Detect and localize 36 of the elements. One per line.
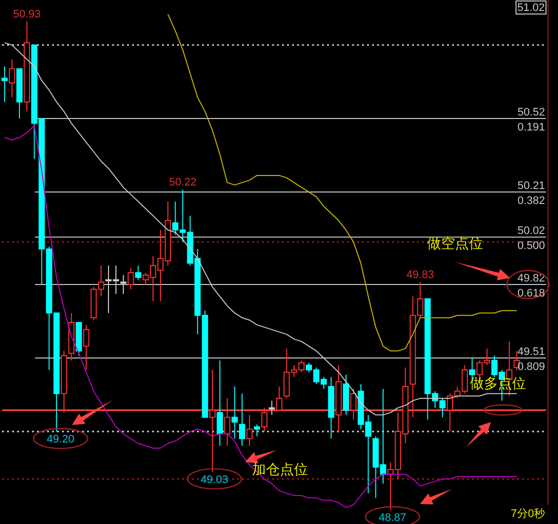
annotation: 48.87 bbox=[378, 512, 406, 524]
candlestick bbox=[2, 66, 8, 102]
candlestick bbox=[209, 369, 216, 472]
annotation: 49.03 bbox=[200, 474, 228, 486]
ref-line-label: 50.52 bbox=[517, 106, 545, 119]
ref-line-label: 49.51 bbox=[517, 346, 545, 358]
candlestick bbox=[8, 58, 16, 98]
ref-line-label: 49.82 bbox=[517, 272, 545, 285]
candlestick bbox=[350, 388, 357, 420]
annotation: 50.22 bbox=[168, 176, 196, 189]
annotation: 0.382 bbox=[517, 195, 545, 208]
annotation: 50.93 bbox=[13, 8, 41, 20]
candlestick bbox=[268, 400, 275, 416]
annotation: 0.191 bbox=[517, 122, 545, 134]
annotation: 49.83 bbox=[406, 269, 434, 282]
annotation: 0.618 bbox=[517, 288, 545, 300]
candlestick bbox=[232, 386, 238, 440]
annotation: 0.500 bbox=[517, 240, 545, 252]
candlestick bbox=[246, 414, 253, 446]
annotation: 0.809 bbox=[517, 361, 545, 374]
candlestick bbox=[83, 324, 90, 370]
annotation: 加仓点位 bbox=[252, 461, 308, 477]
candlestick bbox=[216, 360, 223, 446]
candlestick bbox=[276, 386, 282, 411]
candlestick bbox=[239, 393, 246, 446]
annotation: 做空点位 bbox=[427, 235, 483, 251]
candlestick bbox=[135, 265, 142, 280]
annotation: 49.20 bbox=[46, 434, 74, 446]
candlestick bbox=[254, 424, 260, 437]
annotation: 7分0秒 bbox=[510, 508, 545, 520]
candlestick bbox=[128, 267, 134, 290]
ref-line-label: 50.21 bbox=[517, 180, 545, 192]
ref-line-label: 50.02 bbox=[517, 225, 545, 238]
candlestick bbox=[224, 398, 230, 446]
annotation: 51.02 bbox=[517, 2, 545, 14]
candlestick bbox=[261, 407, 268, 432]
